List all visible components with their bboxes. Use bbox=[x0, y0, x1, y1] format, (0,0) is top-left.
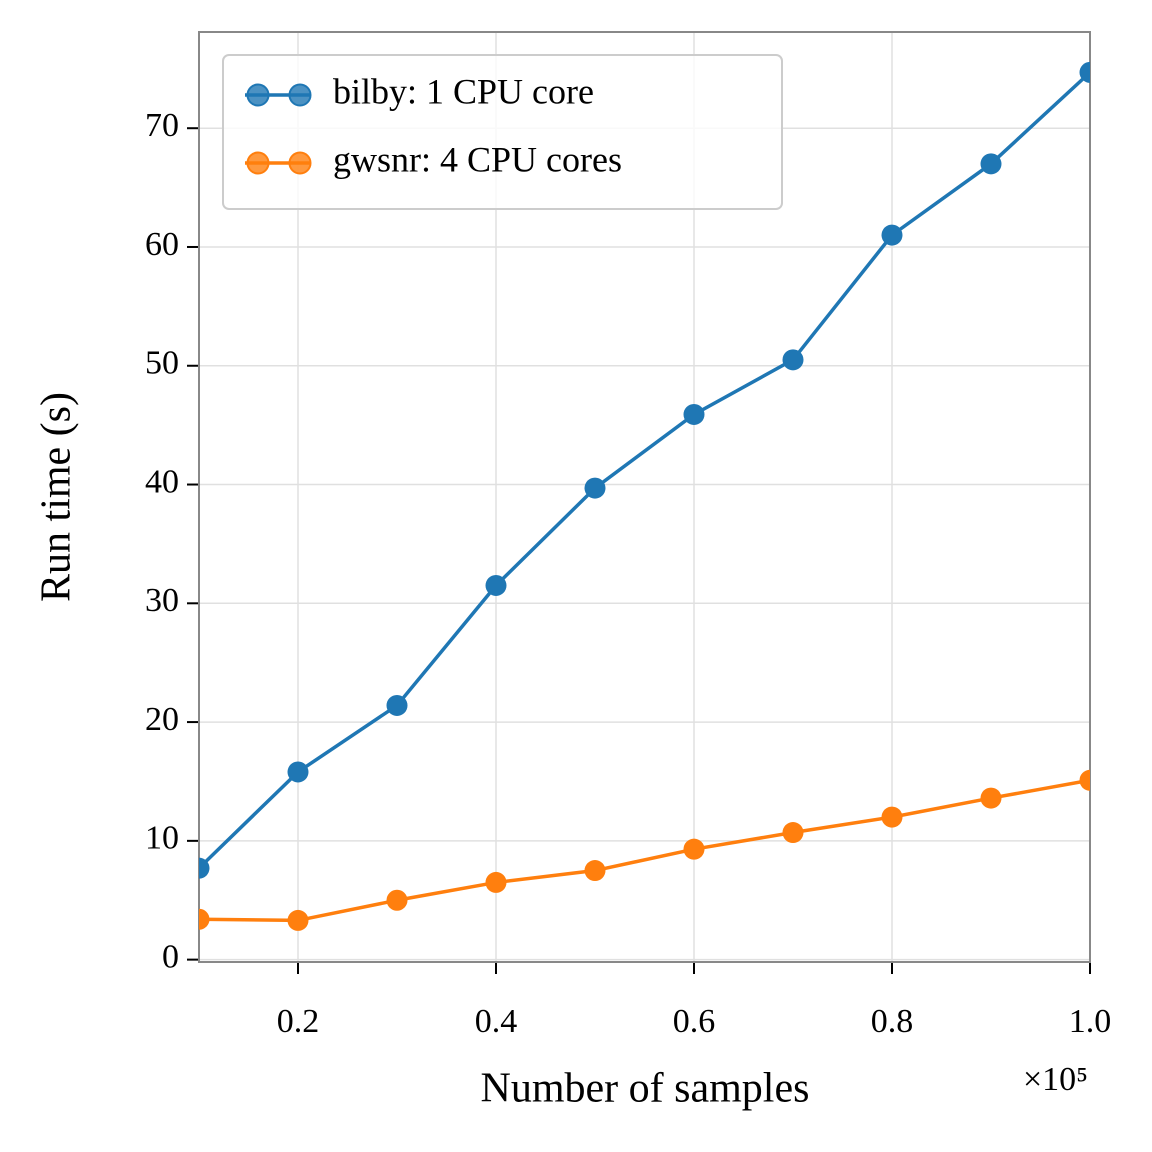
y-tick-label: 20 bbox=[145, 701, 179, 738]
legend-box bbox=[222, 54, 783, 210]
y-tick-label: 0 bbox=[162, 938, 179, 975]
y-axis-label: Run time (s) bbox=[34, 392, 80, 602]
y-tick-label: 40 bbox=[145, 463, 179, 500]
y-tick-label: 60 bbox=[145, 226, 179, 263]
point bbox=[584, 477, 606, 499]
point bbox=[881, 806, 903, 828]
point bbox=[1079, 61, 1090, 83]
point bbox=[386, 694, 408, 716]
legend-marker bbox=[288, 151, 312, 175]
legend-marker bbox=[246, 83, 270, 107]
point bbox=[782, 349, 804, 371]
point bbox=[881, 224, 903, 246]
point bbox=[683, 838, 705, 860]
legend-marker bbox=[288, 83, 312, 107]
point bbox=[980, 787, 1002, 809]
point bbox=[980, 153, 1002, 175]
plot-area bbox=[199, 61, 1090, 931]
series-line bbox=[199, 778, 1090, 923]
y-tick-label: 50 bbox=[145, 345, 179, 382]
point bbox=[386, 889, 408, 911]
point bbox=[199, 857, 210, 879]
point bbox=[1079, 769, 1090, 791]
series-line bbox=[199, 71, 1090, 870]
legend-label: gwsnr: 4 CPU cores bbox=[333, 139, 622, 179]
point bbox=[485, 871, 507, 893]
point bbox=[683, 403, 705, 425]
x-tick-label: 0.2 bbox=[277, 1003, 320, 1040]
y-tick-label: 10 bbox=[145, 820, 179, 857]
x-tick-label: 1.0 bbox=[1069, 1003, 1112, 1040]
point bbox=[287, 909, 309, 931]
legend-label: bilby: 1 CPU core bbox=[333, 71, 594, 111]
x-axis-label: Number of samples bbox=[481, 1066, 810, 1112]
y-tick-label: 70 bbox=[145, 107, 179, 144]
point bbox=[584, 860, 606, 882]
point bbox=[485, 574, 507, 596]
x-tick-label: 0.8 bbox=[871, 1003, 914, 1040]
point bbox=[287, 761, 309, 783]
plot-frame bbox=[198, 31, 1091, 963]
legend-marker bbox=[246, 151, 270, 175]
point bbox=[782, 822, 804, 844]
y-tick-label: 30 bbox=[145, 582, 179, 619]
x-tick-label: 0.6 bbox=[673, 1003, 716, 1040]
x-offset-text: ×10⁵ bbox=[1023, 1061, 1088, 1098]
point bbox=[199, 908, 210, 930]
x-tick-label: 0.4 bbox=[475, 1003, 518, 1040]
